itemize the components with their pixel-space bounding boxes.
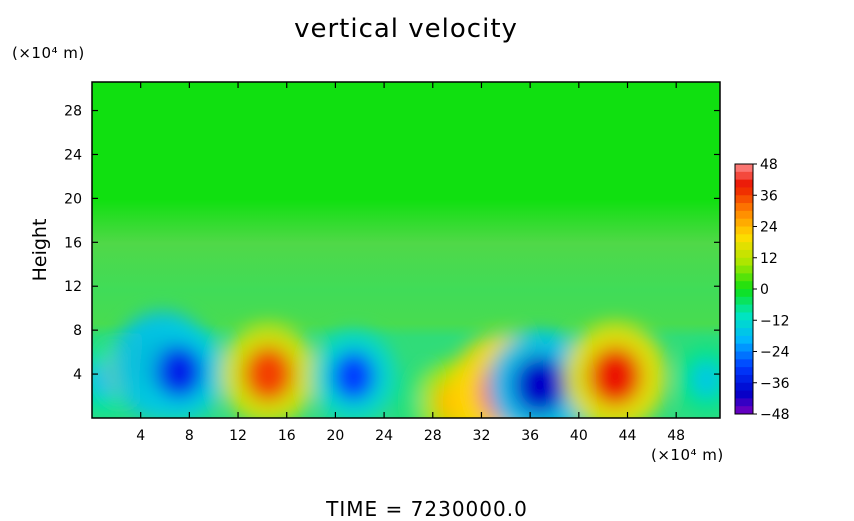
y-tick-label: 20 (64, 191, 82, 207)
colorbar-segment (735, 374, 753, 384)
x-tick-label: 28 (424, 428, 442, 444)
colorbar: 48 36 24 12 0 −12 −24 −36 −48 (734, 157, 790, 423)
y-tick-label: 24 (64, 147, 82, 163)
colorbar-segment (735, 335, 753, 345)
colorbar-segment (735, 257, 753, 267)
colorbar-segment (735, 179, 753, 188)
colorbar-segment (735, 312, 753, 321)
y-tick-label: 28 (64, 104, 82, 120)
y-axis-units: (×10⁴ m) (12, 44, 85, 62)
x-tick-label: 48 (667, 428, 685, 444)
colorbar-segment (735, 343, 753, 352)
y-tick-label: 8 (73, 323, 82, 339)
colorbar-segment (735, 289, 753, 298)
colorbar-segment (735, 351, 753, 360)
time-label: TIME = 7230000.0 (326, 497, 528, 521)
x-tick-label: 32 (473, 428, 491, 444)
colorbar-segment (735, 164, 753, 173)
x-tick-label: 44 (619, 428, 637, 444)
colorbar-segment (735, 359, 753, 368)
heatmap-feature (156, 345, 203, 399)
colorbar-segment (735, 210, 753, 220)
x-tick-label: 8 (185, 428, 194, 444)
colorbar-tick-label: 12 (760, 251, 778, 267)
colorbar-segment (735, 367, 753, 376)
colorbar-segment (735, 242, 753, 251)
x-tick-label: 4 (136, 428, 145, 444)
heatmap-feature (514, 356, 566, 414)
colorbar-segment (735, 328, 753, 337)
colorbar-tick-label: 24 (760, 220, 778, 236)
y-tick-label: 16 (64, 235, 82, 251)
x-tick-label: 36 (521, 428, 539, 444)
x-axis-units: (×10⁴ m) (651, 446, 724, 464)
colorbar-tick-label: −36 (760, 376, 790, 392)
colorbar-segment (735, 296, 753, 306)
colorbar-segment (735, 382, 753, 392)
plot-frame (91, 81, 721, 419)
y-tick-label: 4 (73, 367, 82, 383)
colorbar-segment (735, 273, 753, 282)
colorbar-segment (735, 195, 753, 204)
colorbar-segment (735, 390, 753, 399)
colorbar-tick-label: 36 (760, 188, 778, 204)
x-tick-label: 20 (326, 428, 344, 444)
x-tick-label: 16 (278, 428, 296, 444)
colorbar-segment (735, 406, 753, 415)
colorbar-tick-label: −12 (760, 313, 790, 329)
colorbar-segment (735, 187, 753, 196)
colorbar-segment (735, 265, 753, 274)
colorbar-segment (735, 320, 753, 329)
colorbar-segment (735, 203, 753, 212)
heatmap-field (92, 82, 720, 418)
chart-title: vertical velocity (294, 14, 518, 44)
heatmap-feature (244, 347, 293, 402)
colorbar-segment (735, 281, 753, 290)
x-tick-label: 24 (375, 428, 393, 444)
colorbar-segment (735, 171, 753, 181)
x-tick-label: 40 (570, 428, 588, 444)
y-tick-label: 12 (64, 279, 82, 295)
colorbar-tick-label: 48 (760, 157, 778, 173)
colorbar-segment (735, 304, 753, 313)
heatmap-feature (691, 361, 720, 398)
colorbar-segment (735, 218, 753, 227)
heatmap-feature (589, 347, 641, 406)
colorbar-tick-label: −48 (760, 407, 790, 423)
colorbar-segment (735, 226, 753, 235)
heatmap-feature (332, 351, 375, 401)
colorbar-segment (735, 398, 753, 407)
colorbar-tick-label: −24 (760, 345, 790, 361)
colorbar-segment (735, 249, 753, 259)
x-tick-label: 12 (229, 428, 247, 444)
colorbar-segment (735, 234, 753, 243)
colorbar-tick-label: 0 (760, 282, 769, 298)
